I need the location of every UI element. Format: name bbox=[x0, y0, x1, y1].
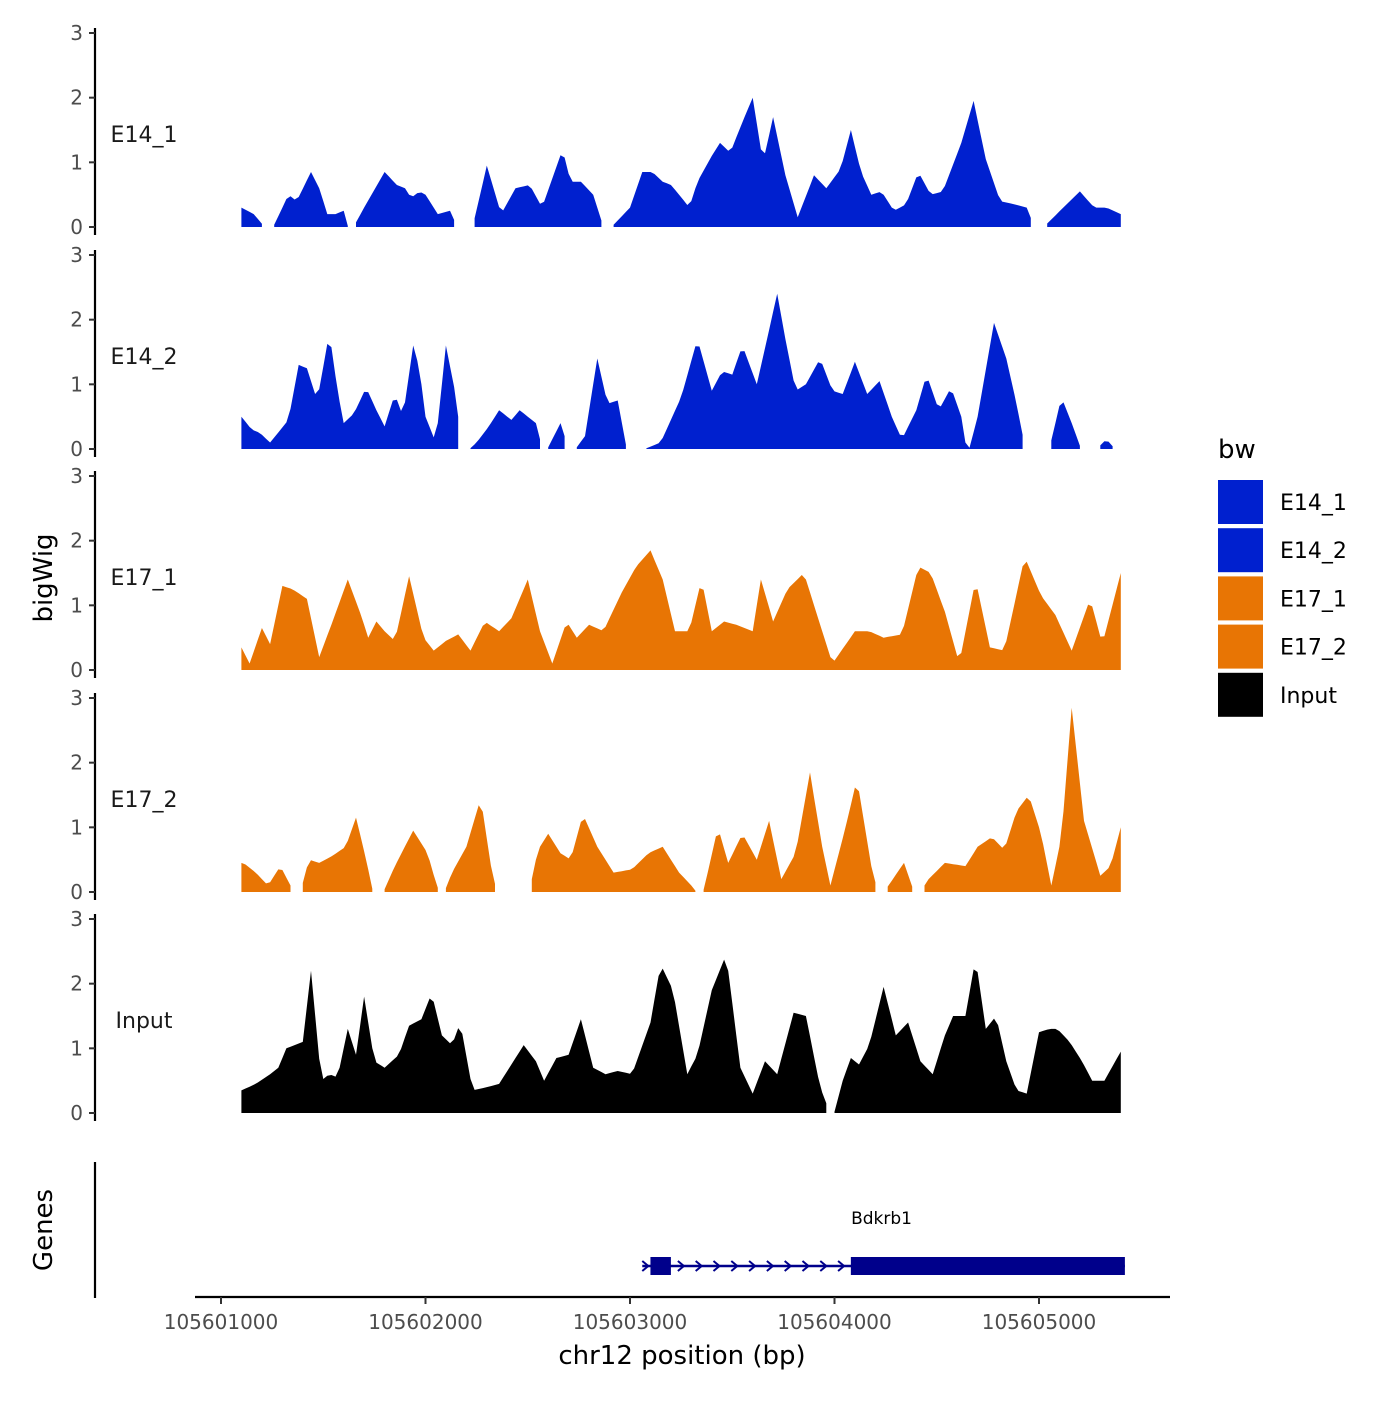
coverage-area-E14_2-2 bbox=[470, 410, 540, 449]
strand-arrow bbox=[641, 1260, 650, 1272]
y-tick-label: 3 bbox=[70, 243, 83, 267]
legend-label-E14_2: E14_2 bbox=[1280, 539, 1347, 564]
strand-arrow bbox=[748, 1260, 757, 1272]
x-axis-title: chr12 position (bp) bbox=[558, 1341, 805, 1371]
y-tick-label: 1 bbox=[70, 1036, 83, 1060]
y-tick-label: 2 bbox=[70, 308, 83, 332]
panel-E17_2: 0 1 2 3 E17_2 bbox=[70, 686, 1121, 904]
track-label-E14_1: E14_1 bbox=[111, 123, 178, 148]
coverage-area-E14_2-4 bbox=[576, 358, 626, 449]
coverage-area-E17_2-2 bbox=[302, 817, 373, 892]
gene-track-title: Genes bbox=[29, 1189, 59, 1271]
coverage-area-E17_2-3 bbox=[384, 830, 438, 892]
track-label-E17_2: E17_2 bbox=[111, 788, 178, 813]
legend-label-E17_1: E17_1 bbox=[1280, 587, 1347, 612]
coverage-area-E17_2-6 bbox=[703, 772, 876, 892]
coverage-area-E17_1-1 bbox=[241, 550, 1121, 670]
gene-name-label: Bdkrb1 bbox=[851, 1209, 912, 1229]
coverage-area-E14_2-6 bbox=[1051, 402, 1080, 449]
y-tick-label: 0 bbox=[70, 1101, 83, 1125]
gene-track: Genes Bdkrb1 bbox=[29, 1162, 1125, 1298]
coverage-area-E17_2-1 bbox=[241, 862, 291, 892]
gene-exon bbox=[650, 1257, 671, 1275]
coverage-area-E14_1-5 bbox=[613, 97, 1031, 227]
coverage-area-E14_2-5 bbox=[646, 293, 1023, 449]
panel-Input: 0 1 2 3 Input bbox=[70, 907, 1121, 1125]
panels-group: 0 1 2 3 E14_1 0 1 2 3 E14_2 0 1 2 3 E17_1 0 1 2 3 E17_2 0 1 2 3… bbox=[70, 21, 1121, 1125]
x-tick-label: 105604000 bbox=[777, 1310, 892, 1334]
gene-exon bbox=[850, 1257, 1125, 1275]
x-ticks-group: 105601000 105602000 105603000 105604000 1056… bbox=[164, 1297, 1097, 1334]
legend-label-E17_2: E17_2 bbox=[1280, 636, 1347, 661]
panel-E14_1: 0 1 2 3 E14_1 bbox=[70, 21, 1121, 239]
legend-title: bw bbox=[1218, 435, 1256, 465]
coverage-area-Input-2 bbox=[834, 969, 1121, 1113]
y-tick-label: 2 bbox=[70, 972, 83, 996]
legend-swatch-E17_2 bbox=[1218, 624, 1263, 669]
legend-swatch-E14_2 bbox=[1218, 528, 1263, 573]
y-tick-label: 1 bbox=[70, 593, 83, 617]
coverage-area-E14_2-3 bbox=[548, 423, 565, 449]
strand-arrow bbox=[695, 1260, 704, 1272]
x-tick-label: 105602000 bbox=[368, 1310, 483, 1334]
coverage-area-E17_2-5 bbox=[531, 819, 696, 892]
y-tick-label: 2 bbox=[70, 529, 83, 553]
panel-E14_2: 0 1 2 3 E14_2 bbox=[70, 243, 1113, 461]
y-tick-label: 1 bbox=[70, 372, 83, 396]
y-tick-label: 3 bbox=[70, 464, 83, 488]
coverage-area-E14_1-6 bbox=[1047, 191, 1121, 227]
y-tick-label: 0 bbox=[70, 880, 83, 904]
coverage-area-E17_2-7 bbox=[887, 862, 913, 892]
x-tick-label: 105601000 bbox=[164, 1310, 279, 1334]
strand-arrow bbox=[677, 1260, 686, 1272]
panel-E17_1: 0 1 2 3 E17_1 bbox=[70, 464, 1121, 682]
y-tick-label: 3 bbox=[70, 21, 83, 45]
strand-arrow bbox=[784, 1260, 793, 1272]
track-label-Input: Input bbox=[116, 1009, 173, 1034]
track-label-E17_1: E17_1 bbox=[111, 566, 178, 591]
strand-arrow bbox=[766, 1260, 775, 1272]
x-axis: 105601000 105602000 105603000 105604000 1056… bbox=[164, 1295, 1170, 1371]
coverage-area-E14_1-1 bbox=[241, 207, 262, 227]
y-tick-label: 3 bbox=[70, 907, 83, 931]
coverage-area-E14_1-4 bbox=[474, 155, 602, 227]
coverage-area-E17_2-8 bbox=[924, 707, 1121, 892]
coverage-area-E14_2-7 bbox=[1100, 441, 1113, 449]
x-tick-label: 105603000 bbox=[573, 1310, 688, 1334]
strand-arrow bbox=[819, 1260, 828, 1272]
y-tick-label: 1 bbox=[70, 815, 83, 839]
coverage-area-E14_2-1 bbox=[241, 343, 459, 449]
y-tick-label: 2 bbox=[70, 86, 83, 110]
legend-swatch-Input bbox=[1218, 672, 1263, 717]
strand-arrow bbox=[712, 1260, 722, 1272]
gene-Bdkrb1: Bdkrb1 bbox=[641, 1209, 1125, 1275]
y-axis-title: bigWig bbox=[29, 533, 59, 622]
y-tick-label: 3 bbox=[70, 686, 83, 710]
strand-arrow bbox=[801, 1260, 811, 1272]
coverage-area-E14_1-2 bbox=[274, 172, 348, 227]
track-label-E14_2: E14_2 bbox=[111, 345, 178, 370]
coverage-area-E14_1-3 bbox=[356, 172, 455, 227]
coverage-area-Input-1 bbox=[241, 959, 827, 1113]
y-tick-label: 0 bbox=[70, 215, 83, 239]
legend: bw E14_1 E14_2 E17_1 E17_2 Input bbox=[1218, 435, 1347, 717]
x-tick-label: 105605000 bbox=[982, 1310, 1097, 1334]
y-tick-label: 2 bbox=[70, 751, 83, 775]
strand-arrow bbox=[730, 1260, 739, 1272]
legend-label-E14_1: E14_1 bbox=[1280, 491, 1347, 516]
coverage-area-E17_2-4 bbox=[445, 805, 495, 892]
legend-swatch-E17_1 bbox=[1218, 576, 1263, 621]
y-tick-label: 0 bbox=[70, 658, 83, 682]
legend-swatch-E14_1 bbox=[1218, 480, 1263, 524]
y-tick-label: 0 bbox=[70, 437, 83, 461]
genes-group: Bdkrb1 bbox=[641, 1209, 1125, 1275]
y-tick-label: 1 bbox=[70, 150, 83, 174]
strand-arrow bbox=[837, 1260, 846, 1272]
legend-label-Input: Input bbox=[1280, 684, 1337, 709]
legend-items: E14_1 E14_2 E17_1 E17_2 Input bbox=[1218, 480, 1347, 717]
